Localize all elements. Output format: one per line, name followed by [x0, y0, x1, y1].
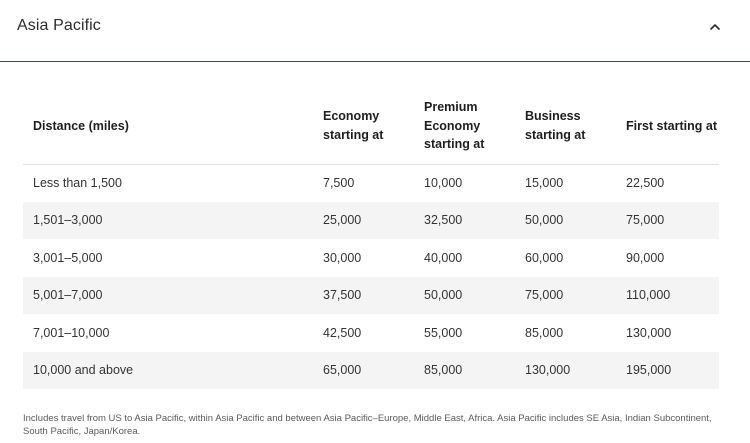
first-cell: 195,000	[626, 351, 719, 389]
economy-cell: 42,500	[323, 325, 362, 340]
business-cell: 15,000	[525, 176, 564, 190]
economy-cell: 65,000	[323, 351, 424, 389]
column-header-premium-economy: Premium Economy starting at	[424, 88, 525, 165]
economy-cell: 30,000	[323, 250, 362, 265]
first-cell: 90,000	[626, 250, 665, 265]
business-cell: 85,000	[525, 325, 564, 340]
column-header-business: Business starting at	[525, 88, 626, 165]
table-row: 5,001–7,000 37,500 50,000 75,000 110,000	[23, 276, 719, 314]
distance-cell: 3,001–5,000	[33, 250, 103, 265]
premium-economy-cell: 40,000	[424, 250, 463, 265]
first-cell: 75,000	[626, 201, 719, 239]
accordion-header-asia-pacific[interactable]: Asia Pacific	[0, 0, 750, 62]
premium-economy-cell: 55,000	[424, 325, 463, 340]
business-cell: 75,000	[525, 276, 626, 314]
economy-cell: 37,500	[323, 276, 424, 314]
region-footnote: Includes travel from US to Asia Pacific,…	[23, 413, 712, 437]
award-chart-table: Distance (miles) Economy starting at Pre…	[23, 88, 719, 389]
table-row: 10,000 and above 65,000 85,000 130,000 1…	[23, 351, 719, 389]
distance-cell: 7,001–10,000	[33, 325, 110, 340]
column-header-distance: Distance (miles)	[23, 88, 323, 165]
first-cell: 130,000	[626, 325, 672, 340]
business-cell: 50,000	[525, 201, 626, 239]
first-cell: 22,500	[626, 176, 665, 190]
table-row: 7,001–10,000 42,500 55,000 85,000 130,00…	[23, 314, 719, 352]
distance-cell: 5,001–7,000	[23, 276, 323, 314]
economy-cell: 7,500	[323, 176, 355, 190]
premium-economy-cell: 85,000	[424, 351, 525, 389]
accordion-title: Asia Pacific	[17, 17, 101, 34]
column-header-first: First starting at	[626, 88, 719, 165]
premium-economy-cell: 32,500	[424, 201, 525, 239]
chevron-up-icon[interactable]	[707, 19, 723, 35]
first-cell: 110,000	[626, 276, 719, 314]
distance-cell: 10,000 and above	[23, 351, 323, 389]
table-row: 1,501–3,000 25,000 32,500 50,000 75,000	[23, 201, 719, 239]
premium-economy-cell: 50,000	[424, 276, 525, 314]
premium-economy-cell: 10,000	[424, 176, 463, 190]
table-row: Less than 1,500 7,500 10,000 15,000 22,5…	[23, 164, 719, 202]
business-cell: 130,000	[525, 351, 626, 389]
business-cell: 60,000	[525, 250, 564, 265]
table-row: 3,001–5,000 30,000 40,000 60,000 90,000	[23, 239, 719, 277]
distance-cell: Less than 1,500	[33, 176, 122, 190]
economy-cell: 25,000	[323, 201, 424, 239]
distance-cell: 1,501–3,000	[23, 201, 323, 239]
column-header-economy: Economy starting at	[323, 88, 424, 165]
table-header-row: Distance (miles) Economy starting at Pre…	[23, 88, 719, 165]
